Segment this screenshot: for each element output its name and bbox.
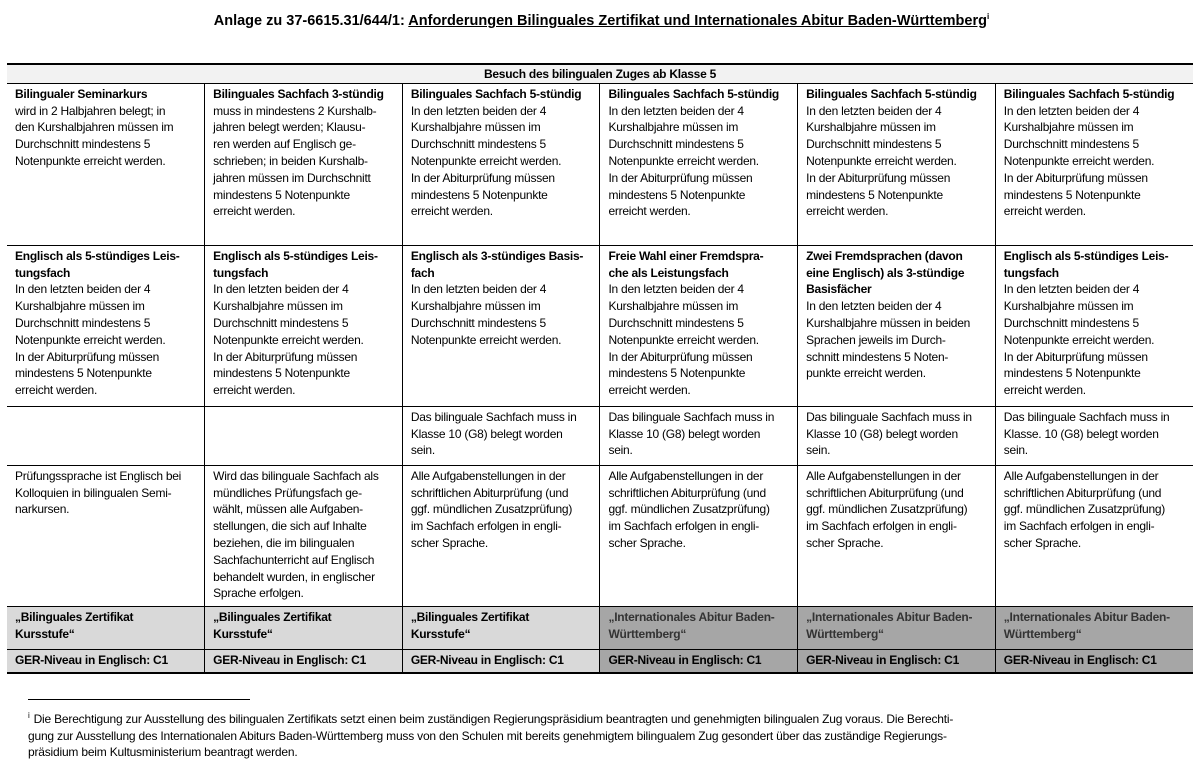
cell-body: In den letzten beiden der 4 Kurshalbjahr… [806, 299, 971, 381]
table-header-row: Besuch des bilingualen Zuges ab Klasse 5 [7, 62, 1193, 84]
certificate-cell: „Internationales Abitur Baden- Württembe… [599, 606, 799, 650]
table-row: GER-Niveau in Englisch: C1 GER-Niveau in … [7, 649, 1193, 674]
cell-body: Alle Aufgabenstellungen in der schriftli… [608, 468, 770, 550]
level-cell: GER-Niveau in Englisch: C1 [204, 649, 403, 674]
cell-title: Bilingualer Seminarkurs [15, 86, 148, 101]
footnote-text: Die Berechtigung zur Ausstellung des bil… [28, 712, 954, 759]
cell-text: GER-Niveau in Englisch: C1 [213, 652, 367, 667]
table-cell [7, 406, 206, 466]
table-cell: Prüfungssprache ist Englisch bei Kolloqu… [7, 465, 206, 607]
cell-body: In den letzten beiden der 4 Kurshalbjahr… [806, 103, 957, 219]
footnote: i Die Berechtigung zur Ausstellung des bi… [28, 708, 1168, 761]
cell-title: Zwei Fremdsprachen (davon eine Englisch)… [806, 248, 965, 297]
cell-body: In den letzten beiden der 4 Kurshalbjahr… [410, 103, 562, 219]
cell-body: Alle Aufgabenstellungen in der schriftli… [806, 468, 968, 550]
cell-text: „Internationales Abitur Baden- Württembe… [1003, 609, 1170, 641]
level-cell: GER-Niveau in Englisch: C1 [994, 649, 1193, 674]
table-cell: Freie Wahl einer Fremdspra- che als Leis… [599, 245, 799, 407]
title-main: Anforderungen Bilinguales Zertifikat und… [408, 12, 987, 29]
table-row: „Bilinguales Zertifikat Kursstufe“ „Bilin… [7, 606, 1193, 650]
table-cell: Alle Aufgabenstellungen in der schriftli… [797, 465, 996, 607]
cell-body: In den letzten beiden der 4 Kurshalbjahr… [410, 282, 562, 347]
cell-body: muss in mindestens 2 Kurshalb- jahren be… [213, 103, 377, 219]
level-cell: GER-Niveau in Englisch: C1 [7, 649, 206, 674]
cell-text: GER-Niveau in Englisch: C1 [806, 652, 959, 667]
table-row: Prüfungssprache ist Englisch bei Kolloqu… [7, 465, 1193, 607]
cell-title: Englisch als 5-stündiges Leis- tungsfach [15, 248, 180, 280]
cell-body: Das bilinguale Sachfach muss in Klasse 1… [410, 409, 577, 458]
cell-body: In den letzten beiden der 4 Kurshalbjahr… [608, 282, 759, 398]
footnote-divider [28, 699, 250, 700]
table-cell: Das bilinguale Sachfach muss in Klasse. … [994, 406, 1193, 466]
cell-title: Bilinguales Sachfach 5-stündig [410, 86, 582, 101]
cell-text: „Internationales Abitur Baden- Württembe… [806, 609, 973, 641]
table-cell: Bilinguales Sachfach 5-stündig In den let… [797, 83, 996, 246]
footnote-mark: i [28, 711, 30, 720]
table-cell: Englisch als 5-stündiges Leis- tungsfach… [994, 245, 1193, 407]
cell-body: In den letzten beiden der 4 Kurshalbjahr… [1003, 282, 1155, 398]
cell-body: Das bilinguale Sachfach muss in Klasse 1… [806, 409, 972, 458]
certificate-cell: „Bilinguales Zertifikat Kursstufe“ [7, 606, 206, 650]
cell-title: Bilinguales Sachfach 5-stündig [806, 86, 977, 101]
table-cell: Alle Aufgabenstellungen in der schriftli… [401, 465, 601, 607]
cell-title: Englisch als 5-stündiges Leis- tungsfach [213, 248, 378, 280]
cell-text: „Bilinguales Zertifikat Kursstufe“ [15, 609, 134, 641]
table-cell: Englisch als 5-stündiges Leis- tungsfach… [204, 245, 403, 407]
table-cell: Englisch als 5-stündiges Leis- tungsfach… [7, 245, 206, 407]
table-cell [204, 406, 403, 466]
level-cell: GER-Niveau in Englisch: C1 [401, 649, 601, 674]
requirements-table: Besuch des bilingualen Zuges ab Klasse 5… [7, 62, 1193, 674]
cell-title: Freie Wahl einer Fremdspra- che als Leis… [608, 248, 764, 280]
table-cell: Bilinguales Sachfach 3-stündig muss in mi… [204, 83, 403, 246]
table-cell: Alle Aufgabenstellungen in der schriftli… [994, 465, 1193, 607]
table-header: Besuch des bilingualen Zuges ab Klasse 5 [7, 62, 1193, 84]
cell-title: Bilinguales Sachfach 5-stündig [608, 86, 779, 101]
cell-text: „Bilinguales Zertifikat Kursstufe“ [410, 609, 530, 641]
cell-text: GER-Niveau in Englisch: C1 [608, 652, 762, 667]
cell-title: Englisch als 5-stündiges Leis- tungsfach [1003, 248, 1169, 280]
table-cell: Das bilinguale Sachfach muss in Klasse 1… [797, 406, 996, 466]
cell-body: Prüfungssprache ist Englisch bei Kolloqu… [15, 468, 182, 517]
level-cell: GER-Niveau in Englisch: C1 [797, 649, 996, 674]
cell-body: Das bilinguale Sachfach muss in Klasse 1… [608, 409, 775, 458]
title-prefix: Anlage zu 37-6615.31/644/1: [213, 12, 409, 29]
cell-text: GER-Niveau in Englisch: C1 [410, 652, 564, 667]
table-row: Englisch als 5-stündiges Leis- tungsfach… [7, 245, 1193, 407]
footnote-ref[interactable]: i [986, 12, 990, 21]
cell-body: Das bilinguale Sachfach muss in Klasse. … [1003, 409, 1170, 458]
cell-title: Bilinguales Sachfach 3-stündig [213, 86, 384, 101]
table-cell: Alle Aufgabenstellungen in der schriftli… [599, 465, 799, 607]
cell-title: Englisch als 3-stündiges Basis- fach [410, 248, 584, 280]
cell-body: In den letzten beiden der 4 Kurshalbjahr… [608, 103, 759, 219]
certificate-cell: „Bilinguales Zertifikat Kursstufe“ [204, 606, 403, 650]
document-title: Anlage zu 37-6615.31/644/1: Anforderunge… [0, 12, 1203, 29]
level-cell: GER-Niveau in Englisch: C1 [599, 649, 799, 674]
cell-body: Wird das bilinguale Sachfach als mündlic… [213, 468, 379, 601]
cell-body: Alle Aufgabenstellungen in der schriftli… [410, 468, 573, 550]
table-cell: Zwei Fremdsprachen (davon eine Englisch)… [797, 245, 996, 407]
cell-title: Bilinguales Sachfach 5-stündig [1003, 86, 1175, 101]
certificate-cell: „Internationales Abitur Baden- Württembe… [994, 606, 1193, 650]
cell-text: GER-Niveau in Englisch: C1 [1003, 652, 1157, 667]
table-cell: Wird das bilinguale Sachfach als mündlic… [204, 465, 403, 607]
certificate-cell: „Internationales Abitur Baden- Württembe… [797, 606, 996, 650]
table-cell: Das bilinguale Sachfach muss in Klasse 1… [599, 406, 799, 466]
cell-text: „Bilinguales Zertifikat Kursstufe“ [213, 609, 332, 641]
cell-text: „Internationales Abitur Baden- Württembe… [608, 609, 775, 641]
table-cell: Bilinguales Sachfach 5-stündig In den let… [401, 83, 601, 246]
cell-body: Alle Aufgabenstellungen in der schriftli… [1003, 468, 1166, 550]
cell-body: In den letzten beiden der 4 Kurshalbjahr… [213, 282, 364, 398]
table-cell: Englisch als 3-stündiges Basis- fach In d… [401, 245, 601, 407]
table-row: Das bilinguale Sachfach muss in Klasse 1… [7, 406, 1193, 466]
cell-body: wird in 2 Halbjahren belegt; in den Kurs… [15, 103, 174, 168]
cell-body: In den letzten beiden der 4 Kurshalbjahr… [1003, 103, 1155, 219]
table-cell: Das bilinguale Sachfach muss in Klasse 1… [401, 406, 601, 466]
cell-body: In den letzten beiden der 4 Kurshalbjahr… [15, 282, 166, 398]
table-cell: Bilingualer Seminarkurs wird in 2 Halbja… [7, 83, 206, 246]
table-row: Bilingualer Seminarkurs wird in 2 Halbja… [7, 83, 1193, 246]
table-cell: Bilinguales Sachfach 5-stündig In den let… [599, 83, 799, 246]
cell-text: GER-Niveau in Englisch: C1 [15, 652, 168, 667]
certificate-cell: „Bilinguales Zertifikat Kursstufe“ [401, 606, 601, 650]
table-cell: Bilinguales Sachfach 5-stündig In den let… [994, 83, 1193, 246]
